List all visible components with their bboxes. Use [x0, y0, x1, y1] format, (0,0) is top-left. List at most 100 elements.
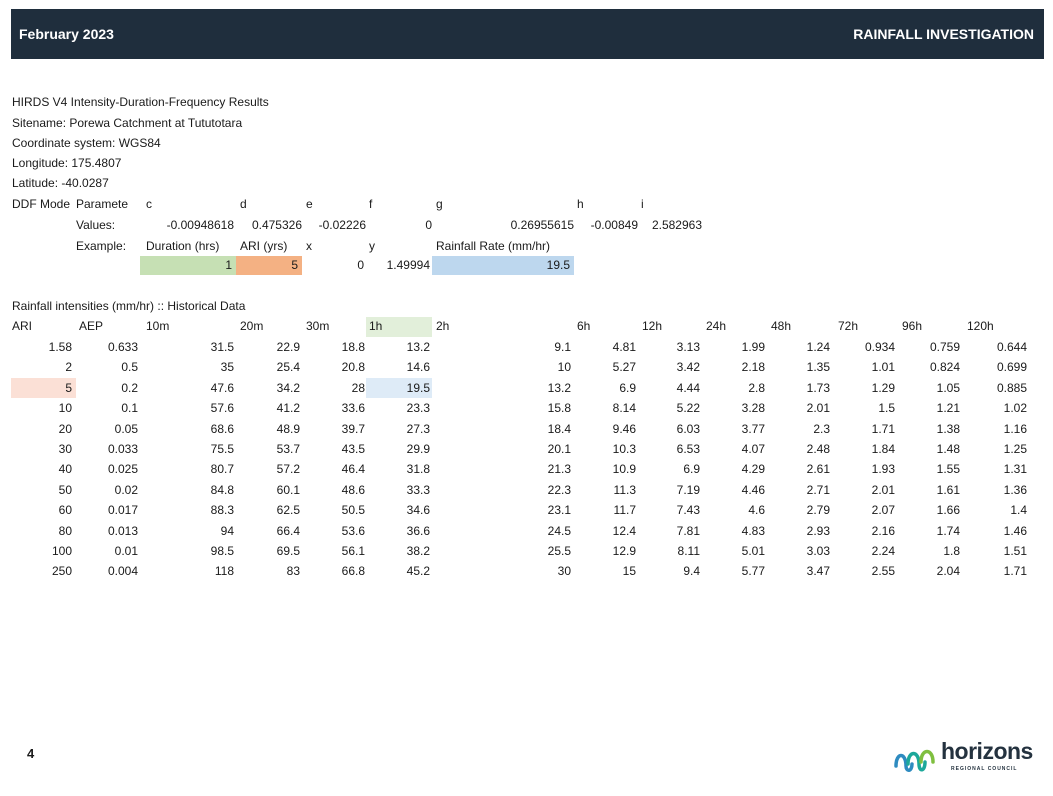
- table-cell: 40: [58, 462, 72, 477]
- table-cell: 100: [51, 544, 72, 558]
- duration-value: 1: [140, 256, 236, 275]
- table-cell: 30: [557, 564, 571, 579]
- column-header-10m: 10m: [146, 319, 170, 333]
- table-cell: 12.4: [612, 523, 636, 538]
- table-cell: 68.6: [210, 421, 234, 436]
- table-cell: 5.77: [741, 564, 765, 579]
- table-cell: 1.71: [1003, 564, 1027, 579]
- row-highlight-value: [366, 378, 432, 398]
- table-cell: 3.28: [741, 401, 765, 416]
- table-cell: 2: [65, 360, 72, 375]
- table-cell: 35: [220, 360, 234, 375]
- table-cell: 24.5: [547, 523, 571, 538]
- table-cell: 57.2: [276, 462, 300, 477]
- table-cell: 4.46: [741, 482, 765, 497]
- table-cell: 0.033: [107, 442, 138, 456]
- ari-value: 5: [236, 256, 302, 275]
- y-label: y: [369, 239, 375, 253]
- table-cell: 0.013: [107, 523, 138, 538]
- table-cell: 6.03: [676, 421, 700, 436]
- table-cell: 0.699: [996, 360, 1027, 375]
- table-cell: 23.1: [547, 503, 571, 518]
- table-cell: 1.36: [1003, 482, 1027, 497]
- table-cell: 25.4: [276, 360, 300, 375]
- table-cell: 66.4: [276, 523, 300, 538]
- table-cell: 2.71: [806, 482, 830, 497]
- table-cell: 0.824: [929, 360, 960, 375]
- table-cell: 48.9: [276, 421, 300, 436]
- table-cell: 250: [51, 564, 72, 579]
- column-header-20m: 20m: [240, 319, 264, 333]
- param-e: e: [306, 197, 313, 211]
- table-cell: 0.934: [864, 340, 895, 354]
- table-cell: 1.35: [806, 360, 830, 375]
- table-cell: 1.24: [806, 340, 830, 354]
- column-header-ari: ARI: [12, 319, 33, 333]
- column-header-24h: 24h: [706, 319, 727, 333]
- rate-value: 19.5: [432, 256, 574, 275]
- table-cell: 5.01: [741, 544, 765, 558]
- value-d: 0.475326: [251, 218, 302, 232]
- table-cell: 3.77: [741, 421, 765, 436]
- table-cell: 11.3: [613, 482, 636, 497]
- value-h: -0.00849: [590, 218, 638, 232]
- table-cell: 13.2: [406, 340, 430, 354]
- table-cell: 88.3: [210, 503, 234, 518]
- table-cell: 11.7: [613, 503, 636, 518]
- table-cell: 66.8: [341, 564, 365, 579]
- table-cell: 62.5: [276, 503, 300, 518]
- table-title: Rainfall intensities (mm/hr) :: Historic…: [12, 299, 246, 313]
- table-cell: 0.5: [121, 360, 138, 375]
- table-cell: 1.05: [936, 380, 960, 395]
- table-cell: 1.58: [48, 340, 72, 354]
- logo-subtitle: REGIONAL COUNCIL: [951, 766, 1018, 772]
- parameter-label: Paramete: [76, 197, 129, 211]
- table-cell: 18.4: [547, 421, 571, 436]
- column-header-30m: 30m: [306, 319, 330, 333]
- values-label: Values:: [76, 218, 116, 232]
- table-cell: 0.1: [121, 401, 138, 416]
- param-d: d: [240, 197, 247, 211]
- longitude: Longitude: 175.4807: [12, 156, 122, 170]
- table-cell: 0.633: [107, 340, 138, 354]
- x-label: x: [306, 239, 312, 253]
- header-highlight: [366, 317, 432, 337]
- table-cell: 22.3: [547, 482, 571, 497]
- table-cell: 83: [286, 564, 300, 579]
- table-cell: 84.8: [210, 482, 234, 497]
- table-cell: 9.46: [612, 421, 636, 436]
- table-cell: 57.6: [210, 401, 234, 416]
- table-cell: 38.2: [406, 544, 430, 558]
- table-cell: 0.885: [996, 380, 1027, 395]
- table-cell: 4.6: [748, 503, 765, 518]
- param-c: c: [146, 197, 152, 211]
- table-cell: 50: [58, 482, 72, 497]
- table-cell: 1.38: [936, 421, 960, 436]
- table-cell: 1.02: [1003, 401, 1027, 416]
- table-cell: 29.9: [406, 442, 430, 456]
- table-cell: 21.3: [547, 462, 571, 477]
- table-cell: 20: [58, 421, 72, 436]
- table-cell: 5: [65, 380, 72, 395]
- table-cell: 9.1: [554, 340, 571, 354]
- table-cell: 69.5: [276, 544, 300, 558]
- table-cell: 39.7: [341, 421, 365, 436]
- table-cell: 1.31: [1003, 462, 1027, 477]
- table-cell: 2.8: [748, 380, 765, 395]
- header-date: February 2023: [19, 26, 114, 42]
- table-cell: 8.14: [612, 401, 636, 416]
- table-cell: 15.8: [547, 401, 571, 416]
- duration-label: Duration (hrs): [146, 239, 220, 253]
- table-cell: 118: [214, 564, 234, 579]
- table-cell: 41.2: [276, 401, 300, 416]
- table-cell: 2.07: [871, 503, 895, 518]
- table-cell: 14.6: [406, 360, 430, 375]
- table-cell: 1.84: [871, 442, 895, 456]
- table-cell: 1.8: [943, 544, 960, 558]
- table-cell: 10: [557, 360, 571, 375]
- table-cell: 19.5: [406, 380, 430, 395]
- table-cell: 31.8: [406, 462, 430, 477]
- table-cell: 12.9: [612, 544, 636, 558]
- table-cell: 94: [220, 523, 234, 538]
- header-title: RAINFALL INVESTIGATION: [853, 26, 1034, 42]
